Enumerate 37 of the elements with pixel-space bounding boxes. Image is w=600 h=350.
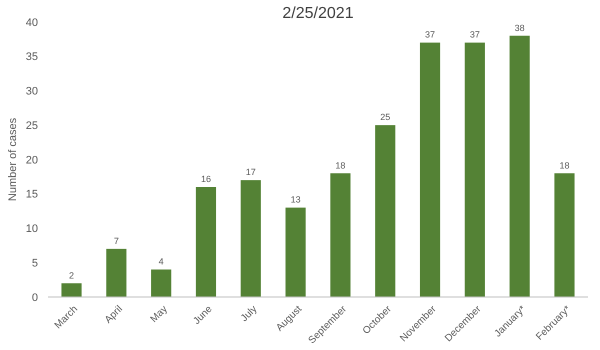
- data-label: 18: [559, 160, 570, 170]
- chart-title: 2/25/2021: [282, 5, 354, 22]
- bar: [375, 125, 396, 297]
- bar: [151, 270, 172, 297]
- y-tick-label: 25: [26, 120, 38, 132]
- y-tick-label: 10: [26, 223, 38, 236]
- bar: [464, 42, 485, 297]
- data-label: 18: [335, 160, 346, 170]
- bar: [330, 173, 350, 297]
- data-label: 25: [380, 112, 390, 122]
- bar: [420, 42, 440, 297]
- x-tick-label: May: [148, 304, 170, 325]
- data-label: 4: [158, 256, 164, 266]
- x-tick-label: July: [239, 304, 260, 324]
- data-label: 37: [470, 30, 480, 40]
- bar: [106, 248, 126, 297]
- bar: [240, 180, 261, 297]
- y-tick-label: 20: [26, 154, 38, 166]
- bar: [61, 283, 82, 297]
- y-axis-title: Number of cases: [7, 117, 19, 202]
- data-label: 13: [290, 194, 301, 205]
- bar: [286, 208, 306, 297]
- bar: [554, 173, 575, 297]
- bar: [196, 187, 216, 297]
- bar: [510, 36, 530, 297]
- data-label: 7: [114, 236, 119, 246]
- y-tick-label: 30: [26, 86, 38, 98]
- data-label: 17: [246, 167, 256, 178]
- data-label: 37: [425, 30, 436, 40]
- data-label: 38: [514, 22, 525, 33]
- y-tick-label: 5: [32, 257, 38, 270]
- data-label: 16: [200, 174, 211, 184]
- y-tick-label: 15: [26, 188, 38, 201]
- y-tick-label: 40: [26, 16, 38, 29]
- y-tick-label: 35: [26, 51, 38, 64]
- data-label: 2: [69, 270, 74, 280]
- y-tick-label: 0: [32, 292, 38, 304]
